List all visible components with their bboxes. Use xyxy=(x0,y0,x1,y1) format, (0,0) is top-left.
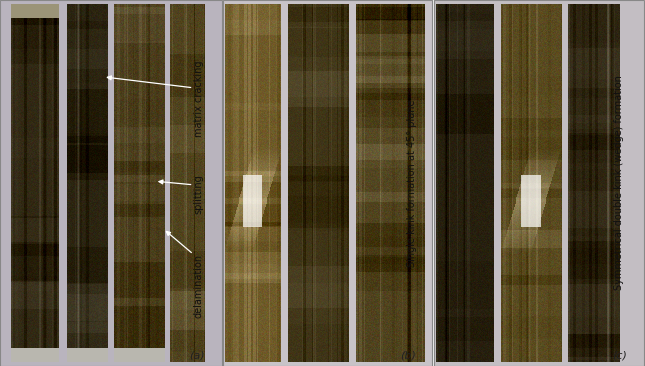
Text: matrix cracking: matrix cracking xyxy=(194,60,204,137)
Text: (b): (b) xyxy=(400,350,415,360)
Text: Single kink formation at 45° plane: Single kink formation at 45° plane xyxy=(406,99,417,267)
Text: (c): (c) xyxy=(611,350,627,360)
Bar xyxy=(434,0,644,366)
Text: (a): (a) xyxy=(189,350,204,360)
Text: delamination: delamination xyxy=(194,253,204,318)
Bar xyxy=(0,0,222,366)
Text: Symmetrical double kink (wedge) formation: Symmetrical double kink (wedge) formatio… xyxy=(614,75,624,291)
Text: splitting: splitting xyxy=(194,174,204,214)
Bar xyxy=(223,0,432,366)
